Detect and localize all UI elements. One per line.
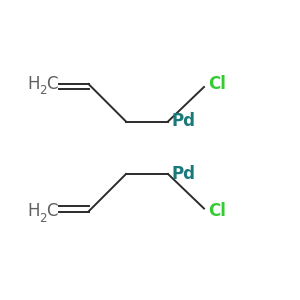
Text: Cl: Cl: [208, 202, 226, 220]
Text: H: H: [27, 202, 40, 220]
Text: H: H: [27, 75, 40, 93]
Text: C: C: [46, 202, 58, 220]
Text: C: C: [46, 75, 58, 93]
Text: Pd: Pd: [171, 112, 195, 130]
Text: Cl: Cl: [208, 75, 226, 93]
Text: Pd: Pd: [171, 165, 195, 183]
Text: 2: 2: [40, 212, 47, 225]
Text: 2: 2: [40, 84, 47, 97]
